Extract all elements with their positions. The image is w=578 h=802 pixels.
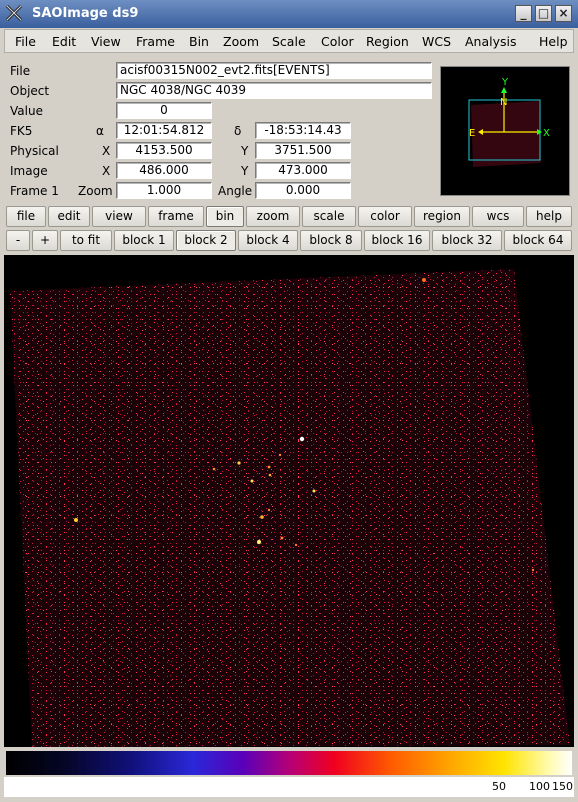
field-of-view [10, 269, 570, 747]
image-y-label: Y [241, 164, 249, 178]
menu-frame[interactable]: Frame [136, 34, 175, 49]
image-y-field: 473.000 [255, 162, 351, 179]
panner-e-arrow-icon [478, 129, 483, 135]
image-label: Image [10, 164, 48, 178]
value-field: 0 [116, 102, 212, 119]
btn-frame[interactable]: frame [148, 206, 204, 227]
btn-bin-minus[interactable]: - [6, 230, 30, 251]
image-x-field: 486.000 [116, 162, 212, 179]
menu-scale[interactable]: Scale [272, 34, 306, 49]
image-canvas [10, 269, 570, 747]
file-label: File [10, 64, 31, 78]
btn-block-64[interactable]: block 64 [504, 230, 572, 251]
btn-block-16[interactable]: block 16 [364, 230, 430, 251]
menu-region[interactable]: Region [366, 34, 409, 49]
btn-block-4[interactable]: block 4 [238, 230, 298, 251]
angle-field: 0.000 [255, 182, 351, 199]
object-field: NGC 4038/NGC 4039 [116, 82, 432, 99]
delta-field: -18:53:14.43 [255, 122, 351, 139]
menu-zoom[interactable]: Zoom [223, 34, 260, 49]
title-bar[interactable]: SAOImage ds9 _ □ × [0, 0, 578, 28]
colorbar-label-50: 50 [492, 780, 506, 793]
frame-label: Frame 1 [10, 184, 59, 198]
angle-label: Angle [218, 184, 253, 198]
alpha-symbol: α [96, 124, 104, 138]
btn-bin-plus[interactable]: + [32, 230, 58, 251]
menu-file[interactable]: File [15, 34, 36, 49]
colorbar-labels: 50 100 150 [4, 777, 574, 797]
btn-color[interactable]: color [358, 206, 412, 227]
btn-block-32[interactable]: block 32 [432, 230, 502, 251]
menu-help[interactable]: Help [539, 34, 568, 49]
alpha-field: 12:01:54.812 [116, 122, 212, 139]
btn-zoom[interactable]: zoom [246, 206, 300, 227]
bright-sources [74, 278, 535, 572]
menu-view[interactable]: View [91, 34, 121, 49]
zoom-field: 1.000 [116, 182, 212, 199]
panner-y-arrow-icon [501, 87, 507, 93]
btn-edit[interactable]: edit [48, 206, 90, 227]
panner-x-arrow-icon [537, 129, 542, 135]
panner-n-letter: N [500, 97, 507, 108]
value-label: Value [10, 104, 43, 118]
window-title: SAOImage ds9 [32, 6, 139, 21]
btn-help[interactable]: help [526, 206, 572, 227]
menu-bin[interactable]: Bin [189, 34, 209, 49]
btn-block-2[interactable]: block 2 [176, 230, 236, 251]
image-x-label: X [102, 164, 111, 178]
maximize-icon[interactable]: □ [535, 5, 552, 22]
panner[interactable]: Y N E X [440, 66, 570, 196]
menu-edit[interactable]: Edit [52, 34, 77, 49]
image-display[interactable] [4, 255, 574, 747]
delta-symbol: δ [234, 124, 242, 138]
physical-y-label: Y [241, 144, 249, 158]
panner-e-letter: E [469, 128, 475, 139]
menu-wcs[interactable]: WCS [422, 34, 452, 49]
panner-y-letter: Y [501, 77, 509, 88]
panner-graphic: Y N E X [468, 77, 550, 167]
btn-wcs[interactable]: wcs [472, 206, 524, 227]
physical-x-field: 4153.500 [116, 142, 212, 159]
colorbar[interactable] [6, 751, 572, 775]
close-icon[interactable]: × [555, 5, 572, 22]
bin-button-bar: - + to fit block 1 block 2 block 4 block… [4, 230, 574, 252]
fk5-label: FK5 [10, 124, 33, 138]
minimize-icon[interactable]: _ [515, 5, 532, 22]
panner-thumbnail [471, 101, 541, 167]
menu-bar: File Edit View Frame Bin Zoom Scale Colo… [4, 29, 574, 53]
btn-scale[interactable]: scale [302, 206, 356, 227]
file-field: acisf00315N002_evt2.fits[EVENTS] [116, 62, 432, 79]
menu-color[interactable]: Color [321, 34, 354, 49]
btn-region[interactable]: region [414, 206, 470, 227]
physical-y-field: 3751.500 [255, 142, 351, 159]
panner-x-letter: X [543, 128, 550, 139]
btn-bin[interactable]: bin [206, 206, 244, 227]
info-panel: File acisf00315N002_evt2.fits[EVENTS] Ob… [4, 58, 574, 202]
menu-analysis[interactable]: Analysis [465, 34, 517, 49]
object-label: Object [10, 84, 50, 98]
btn-block-8[interactable]: block 8 [300, 230, 362, 251]
colorbar-label-100: 100 [529, 780, 550, 793]
btn-view[interactable]: view [92, 206, 146, 227]
main-button-bar: file edit view frame bin zoom scale colo… [4, 206, 574, 228]
btn-to-fit[interactable]: to fit [60, 230, 112, 251]
btn-file[interactable]: file [6, 206, 46, 227]
colorbar-label-150: 150 [552, 780, 573, 793]
btn-block-1[interactable]: block 1 [114, 230, 174, 251]
x11-logo-icon[interactable] [5, 4, 23, 22]
physical-x-label: X [102, 144, 111, 158]
zoom-label: Zoom [78, 184, 113, 198]
physical-label: Physical [10, 144, 59, 158]
